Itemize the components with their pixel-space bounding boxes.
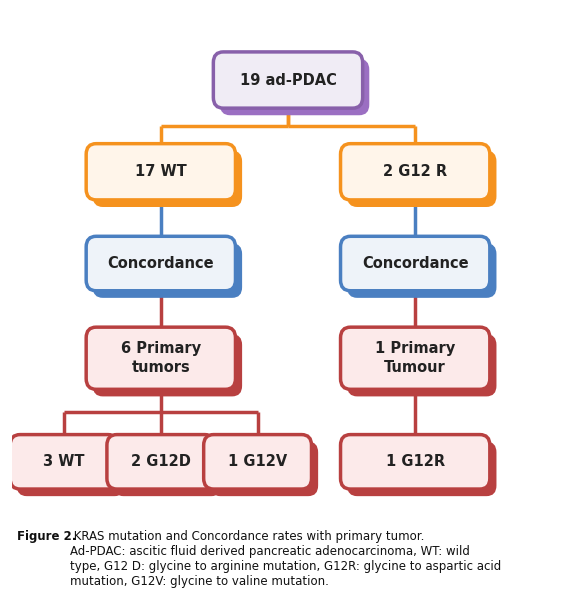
FancyBboxPatch shape <box>220 59 369 115</box>
FancyBboxPatch shape <box>86 236 236 291</box>
Text: 17 WT: 17 WT <box>135 164 187 179</box>
FancyBboxPatch shape <box>340 144 490 200</box>
FancyBboxPatch shape <box>93 151 242 207</box>
FancyBboxPatch shape <box>86 144 236 200</box>
FancyBboxPatch shape <box>210 442 318 496</box>
FancyBboxPatch shape <box>204 435 312 489</box>
Text: 1 G12R: 1 G12R <box>385 454 445 469</box>
Text: Concordance: Concordance <box>108 256 214 271</box>
FancyBboxPatch shape <box>86 327 236 390</box>
FancyBboxPatch shape <box>347 151 497 207</box>
Text: KRAS mutation and Concordance rates with primary tumor.
Ad-PDAC: ascitic fluid d: KRAS mutation and Concordance rates with… <box>70 530 501 588</box>
Text: Concordance: Concordance <box>362 256 468 271</box>
Text: 2 G12 R: 2 G12 R <box>383 164 447 179</box>
Text: 6 Primary
tumors: 6 Primary tumors <box>121 341 201 375</box>
FancyBboxPatch shape <box>347 442 497 496</box>
Text: 1 Primary
Tumour: 1 Primary Tumour <box>375 341 455 375</box>
FancyBboxPatch shape <box>340 236 490 291</box>
FancyBboxPatch shape <box>340 435 490 489</box>
FancyBboxPatch shape <box>113 442 221 496</box>
Text: 2 G12D: 2 G12D <box>131 454 191 469</box>
Text: 3 WT: 3 WT <box>43 454 85 469</box>
FancyBboxPatch shape <box>10 435 118 489</box>
FancyBboxPatch shape <box>213 52 363 108</box>
Text: 19 ad-PDAC: 19 ad-PDAC <box>240 72 336 88</box>
FancyBboxPatch shape <box>347 243 497 298</box>
FancyBboxPatch shape <box>93 334 242 396</box>
FancyBboxPatch shape <box>107 435 215 489</box>
FancyBboxPatch shape <box>93 243 242 298</box>
Text: 1 G12V: 1 G12V <box>228 454 287 469</box>
FancyBboxPatch shape <box>347 334 497 396</box>
FancyBboxPatch shape <box>340 327 490 390</box>
FancyBboxPatch shape <box>17 442 124 496</box>
Text: Figure 2.: Figure 2. <box>17 530 77 543</box>
